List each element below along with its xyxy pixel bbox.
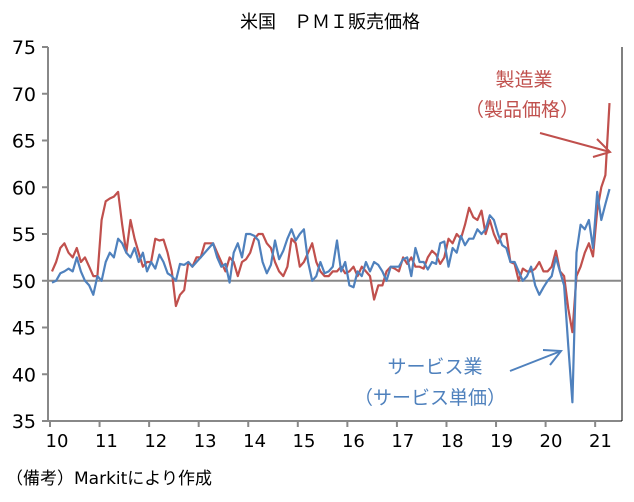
x-tick-label: 20 — [540, 431, 563, 452]
y-tick-label: 70 — [12, 84, 36, 106]
y-tick-label: 35 — [12, 411, 36, 433]
services-label-line1: サービス業 — [387, 356, 482, 378]
x-tick-label: 16 — [342, 431, 365, 452]
y-tick-label: 55 — [12, 224, 36, 246]
x-tick-label: 14 — [243, 431, 266, 452]
manufacturing-label-line1: 製造業 — [495, 69, 552, 91]
footnote: （備考）Markitにより作成 — [6, 469, 212, 489]
y-tick-label: 40 — [12, 364, 36, 386]
x-tick-label: 19 — [490, 431, 513, 452]
x-tick-label: 11 — [95, 431, 118, 452]
manufacturing-arrow — [539, 132, 612, 158]
y-tick-label: 75 — [12, 37, 36, 59]
manufacturing-label-line2: （製品価格） — [465, 99, 579, 121]
x-tick-label: 10 — [46, 431, 69, 452]
x-tick-label: 21 — [589, 431, 612, 452]
chart-title: 米国 ＰＭＩ販売価格 — [240, 12, 420, 33]
x-tick-label: 18 — [441, 431, 464, 452]
x-tick-label: 13 — [194, 431, 217, 452]
y-tick-label: 50 — [12, 271, 36, 293]
services-label-line2: （サービス単価） — [354, 387, 506, 409]
y-tick-label: 45 — [12, 318, 36, 340]
x-tick-label: 17 — [391, 431, 414, 452]
series-line-services — [51, 188, 611, 404]
services-arrow — [509, 349, 563, 372]
y-tick-label: 65 — [12, 131, 36, 153]
x-tick-label: 12 — [144, 431, 167, 452]
y-tick-label: 60 — [12, 177, 36, 199]
x-tick-label: 15 — [293, 431, 316, 452]
series-line-manufacturing — [50, 103, 611, 334]
